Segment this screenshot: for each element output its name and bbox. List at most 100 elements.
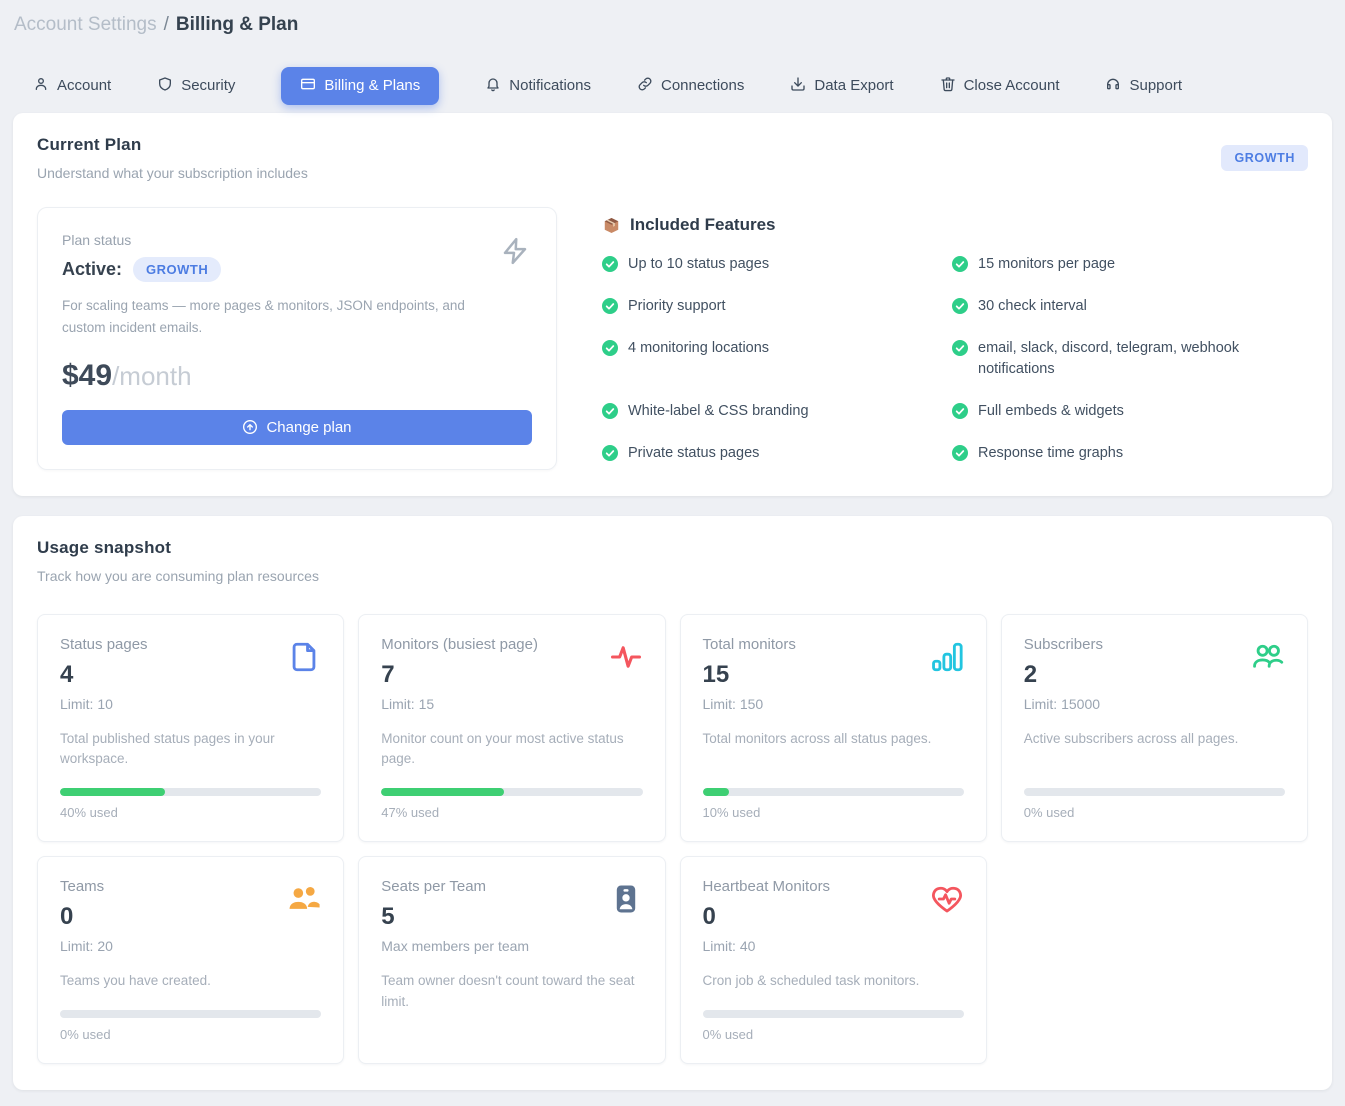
tab-support-label: Support xyxy=(1129,77,1183,94)
heart-pulse-icon xyxy=(930,882,964,916)
current-plan-panel: Current Plan Understand what your subscr… xyxy=(13,113,1332,496)
feature-label: White-label & CSS branding xyxy=(628,403,809,419)
card-value: 2 xyxy=(1023,660,1038,688)
feature-label: Priority support xyxy=(628,297,726,314)
card-label: Total monitors xyxy=(702,635,796,653)
usage-card-monitors-busiest: Monitors (busiest page) 7 Limit: 15 Moni… xyxy=(358,613,666,843)
activity-icon xyxy=(609,640,643,674)
tab-data-export[interactable]: Data Export xyxy=(790,76,894,96)
progress-fill xyxy=(702,788,729,797)
plan-price-amount: $49 xyxy=(62,358,113,392)
check-circle-icon xyxy=(952,254,968,272)
card-description: Team owner doesn't count toward the seat… xyxy=(381,973,635,1010)
feature-label: Up to 10 status pages xyxy=(628,256,770,272)
progress-fill xyxy=(381,788,505,797)
plan-status-badge: GROWTH xyxy=(133,257,222,282)
card-limit: Limit: 10 xyxy=(60,695,113,712)
card-description: Total published status pages in your wor… xyxy=(60,730,275,767)
usage-subtitle: Track how you are consuming plan resourc… xyxy=(37,567,319,584)
feature-label: Full embeds & widgets xyxy=(978,403,1124,419)
card-limit: Limit: 20 xyxy=(60,938,113,955)
usage-card-teams: Teams 0 Limit: 20 Teams you have created… xyxy=(37,856,345,1065)
percent-used-label: 40% used xyxy=(60,805,118,821)
check-circle-icon xyxy=(602,338,618,356)
feature-item: 30 check interval xyxy=(952,296,1282,318)
percent-used-label: 0% used xyxy=(60,1027,111,1043)
feature-item: Full embeds & widgets xyxy=(952,401,1282,423)
feature-label: Response time graphs xyxy=(978,444,1124,461)
tab-account[interactable]: Account xyxy=(33,76,111,96)
feature-item: 15 monitors per page xyxy=(952,254,1282,276)
feature-item: Up to 10 status pages xyxy=(602,254,932,276)
check-circle-icon xyxy=(952,401,968,419)
users-icon xyxy=(1251,640,1285,674)
card-limit: Limit: 15000 xyxy=(1023,695,1101,712)
tab-notifications[interactable]: Notifications xyxy=(485,76,591,96)
card-description: Teams you have created. xyxy=(60,973,211,989)
card-description: Active subscribers across all pages. xyxy=(1023,730,1239,746)
percent-used-label: 10% used xyxy=(702,805,761,821)
credit-card-icon xyxy=(300,76,316,96)
users-filled-icon xyxy=(287,882,321,916)
card-description: Monitor count on your most active status… xyxy=(381,730,624,767)
percent-used-label: 0% used xyxy=(1023,805,1075,821)
plan-status-label: Plan status xyxy=(62,232,132,248)
card-description: Cron job & scheduled task monitors. xyxy=(702,973,920,989)
percent-used-label: 47% used xyxy=(381,805,440,821)
usage-grid-empty-cell xyxy=(1001,856,1308,1064)
card-value: 0 xyxy=(60,903,74,931)
plan-status-card: Plan status Active: GROWTH For scaling t… xyxy=(37,207,557,470)
change-plan-button[interactable]: Change plan xyxy=(62,409,532,445)
id-badge-icon xyxy=(609,882,643,916)
included-features-title: Included Features xyxy=(630,215,776,234)
card-value: 7 xyxy=(381,660,395,688)
download-icon xyxy=(790,76,806,96)
user-icon xyxy=(33,76,49,96)
file-icon xyxy=(287,640,321,674)
check-circle-icon xyxy=(952,338,968,356)
card-label: Heartbeat Monitors xyxy=(702,878,831,896)
usage-card-seats-per-team: Seats per Team 5 Max members per team Te… xyxy=(358,856,666,1065)
progress-bar: 0% used xyxy=(702,992,964,1043)
tab-close-account-label: Close Account xyxy=(963,77,1060,94)
tab-close-account[interactable]: Close Account xyxy=(940,76,1060,96)
usage-card-status-pages: Status pages 4 Limit: 10 Total published… xyxy=(37,613,345,843)
card-label: Teams xyxy=(60,878,105,896)
card-label: Subscribers xyxy=(1023,635,1103,653)
package-icon xyxy=(602,216,621,235)
feature-label: Private status pages xyxy=(628,444,760,461)
lightning-icon xyxy=(500,236,530,271)
link-icon xyxy=(637,76,653,96)
arrow-up-circle-icon xyxy=(242,419,258,435)
change-plan-label: Change plan xyxy=(266,418,352,436)
current-plan-title: Current Plan xyxy=(37,135,142,154)
card-limit: Limit: 40 xyxy=(702,938,756,955)
tab-connections[interactable]: Connections xyxy=(637,76,744,96)
usage-card-subscribers: Subscribers 2 Limit: 15000 Active subscr… xyxy=(1000,613,1308,843)
feature-item: 4 monitoring locations xyxy=(602,338,932,382)
trash-icon xyxy=(940,76,956,96)
tab-support[interactable]: Support xyxy=(1105,76,1182,96)
percent-used-label: 0% used xyxy=(702,1027,754,1043)
tab-account-label: Account xyxy=(57,77,112,94)
card-limit: Limit: 150 xyxy=(702,695,764,712)
bar-chart-icon xyxy=(930,640,964,674)
feature-label: email, slack, discord, telegram, webhook… xyxy=(978,339,1240,378)
breadcrumb: Account Settings / Billing & Plan xyxy=(0,0,1345,36)
bell-icon xyxy=(485,76,501,96)
tab-billing-plans[interactable]: Billing & Plans xyxy=(281,66,440,105)
check-circle-icon xyxy=(602,401,618,419)
progress-bar: 47% used xyxy=(381,770,643,821)
breadcrumb-section[interactable]: Account Settings xyxy=(14,14,157,35)
feature-item: Response time graphs xyxy=(952,443,1282,465)
card-value: 4 xyxy=(60,660,74,688)
usage-card-heartbeat-monitors: Heartbeat Monitors 0 Limit: 40 Cron job … xyxy=(679,856,987,1065)
usage-card-total-monitors: Total monitors 15 Limit: 150 Total monit… xyxy=(679,613,987,843)
shield-icon xyxy=(157,76,173,96)
progress-fill xyxy=(60,788,165,797)
plan-price-period: /month xyxy=(112,360,192,391)
card-value: 0 xyxy=(702,903,716,931)
plan-status-value: Active: xyxy=(62,259,123,279)
current-plan-subtitle: Understand what your subscription includ… xyxy=(37,165,308,181)
tab-security[interactable]: Security xyxy=(157,76,235,96)
